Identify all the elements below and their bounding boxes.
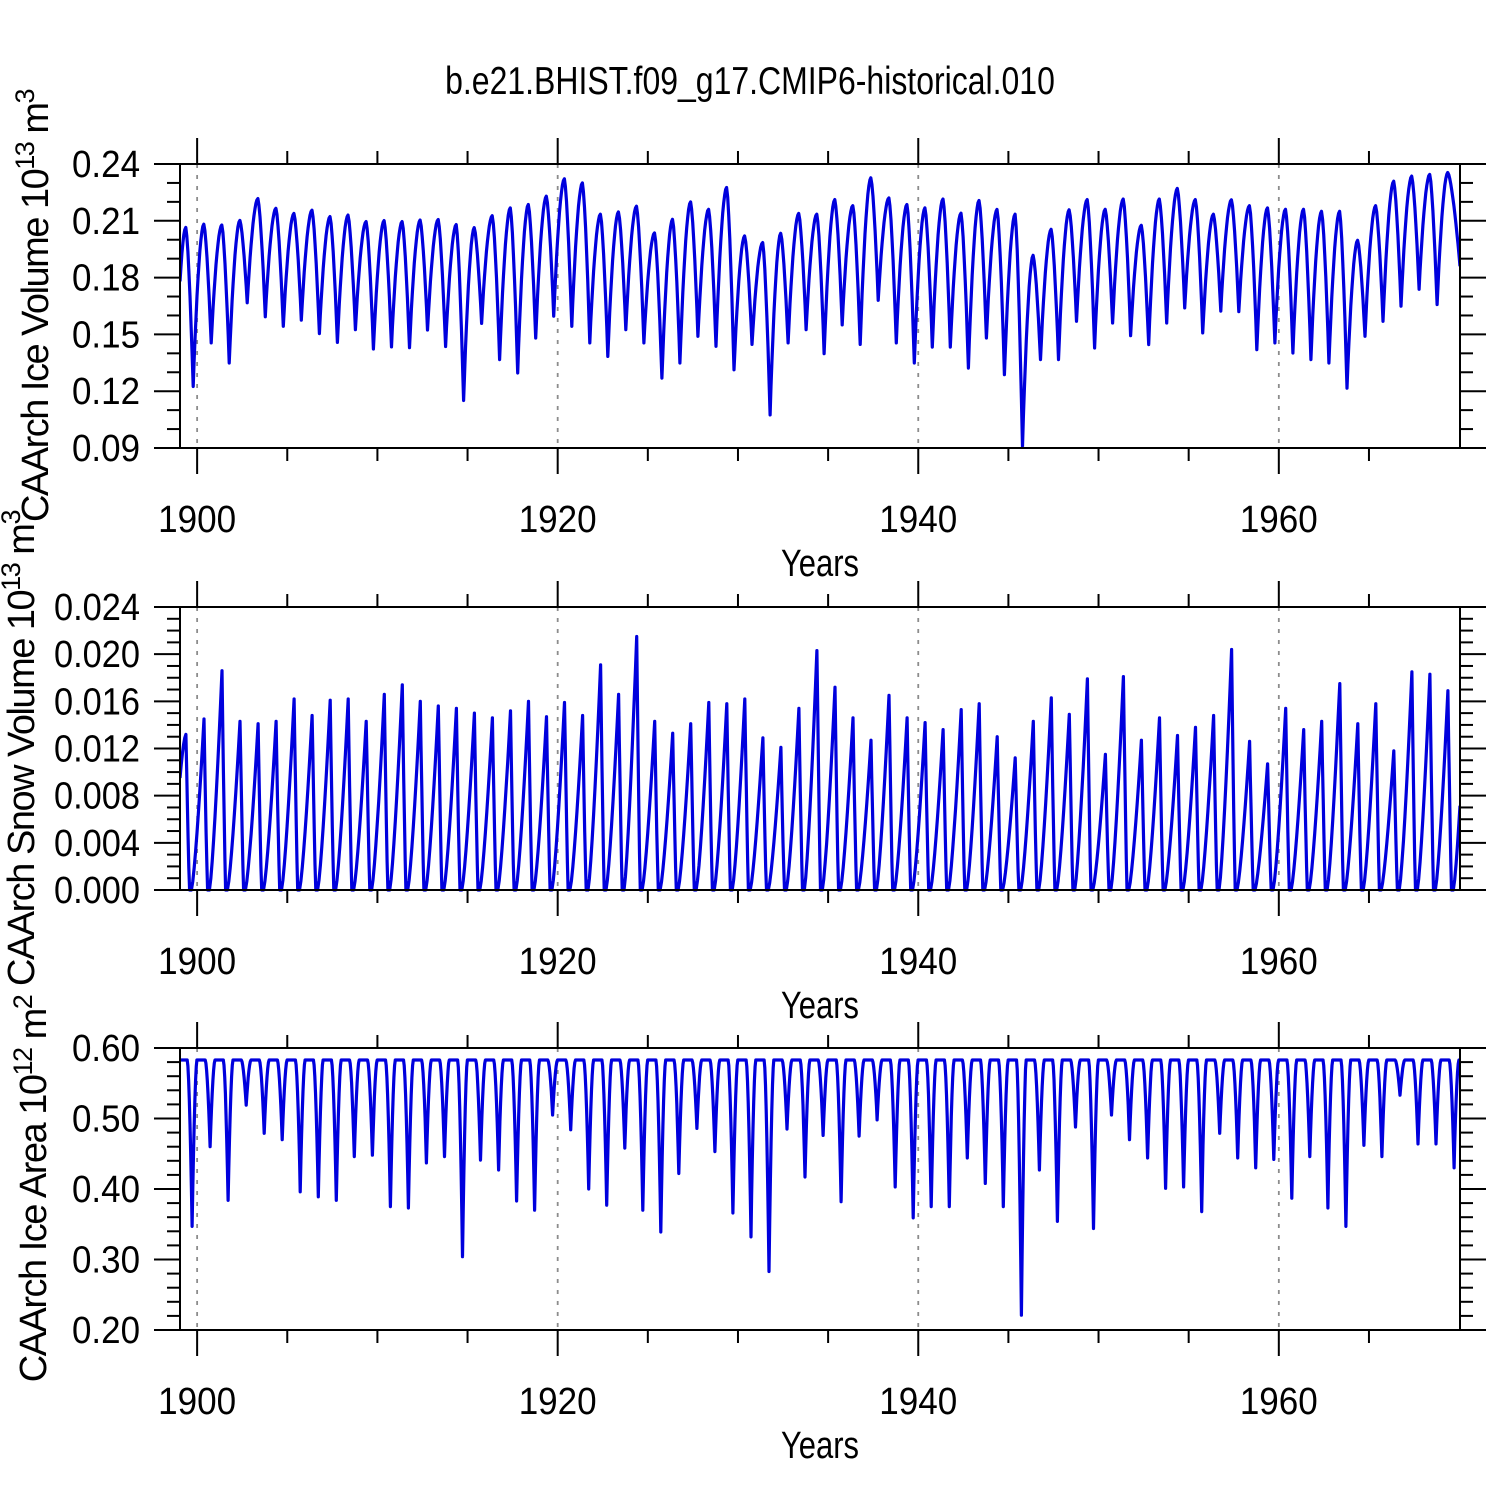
- y-axis-title: CAArch Ice Area 1012 m2: [8, 995, 55, 1382]
- y-axis-title: CAArch Snow Volume 1013 m3: [0, 511, 43, 986]
- x-tick-label: 1940: [879, 1381, 957, 1423]
- x-tick-label: 1900: [158, 499, 236, 541]
- x-tick-labels: 1900 1920 1940 1960: [158, 499, 1318, 541]
- x-tick-label: 1920: [519, 941, 597, 983]
- x-axis-title: Years: [781, 543, 859, 585]
- y-tick-labels: 0.024 0.020 0.016 0.012 0.008 0.004 0.000: [54, 587, 140, 912]
- x-tick-label: 1920: [519, 499, 597, 541]
- panel-ice-volume: 0.24 0.21 0.18 0.15 0.12 0.09 1900 1920 1940 1960…: [10, 89, 1486, 585]
- y-tick-label: 0.20: [72, 1310, 140, 1352]
- ticks: [154, 1022, 1486, 1356]
- y-tick-label: 0.016: [54, 681, 140, 723]
- x-tick-label: 1900: [158, 1381, 236, 1423]
- y-tick-label: 0.000: [54, 870, 140, 912]
- x-tick-labels: 1900 1920 1940 1960: [158, 1381, 1318, 1423]
- gridlines: [196, 607, 1280, 890]
- x-tick-label: 1960: [1240, 1381, 1318, 1423]
- y-tick-label: 0.024: [54, 587, 140, 629]
- y-tick-label: 0.18: [72, 258, 140, 300]
- y-tick-label: 0.30: [72, 1240, 140, 1282]
- y-tick-labels: 0.60 0.50 0.40 0.30 0.20: [72, 1028, 140, 1352]
- y-tick-label: 0.15: [72, 314, 140, 356]
- series-line-snow-volume: [180, 634, 1460, 892]
- series-line-ice-volume: [180, 170, 1460, 449]
- y-tick-label: 0.24: [72, 144, 140, 186]
- y-tick-label: 0.004: [54, 823, 140, 865]
- x-tick-label: 1940: [879, 941, 957, 983]
- y-tick-label: 0.40: [72, 1169, 140, 1211]
- x-tick-label: 1960: [1240, 499, 1318, 541]
- x-tick-label: 1940: [879, 499, 957, 541]
- y-tick-label: 0.09: [72, 428, 140, 470]
- ticks: [154, 138, 1486, 474]
- y-tick-label: 0.12: [72, 371, 140, 413]
- x-axis-title: Years: [781, 985, 859, 1027]
- gridlines: [196, 164, 1280, 448]
- y-tick-label: 0.21: [72, 201, 140, 243]
- gridlines: [196, 1048, 1280, 1330]
- y-tick-labels: 0.24 0.21 0.18 0.15 0.12 0.09: [72, 144, 140, 470]
- chart-title: b.e21.BHIST.f09_g17.CMIP6-historical.010: [445, 60, 1055, 103]
- x-tick-label: 1900: [158, 941, 236, 983]
- y-tick-label: 0.012: [54, 729, 140, 771]
- y-tick-label: 0.008: [54, 776, 140, 818]
- plot-frame: [179, 163, 1461, 449]
- ticks: [154, 581, 1486, 916]
- y-tick-label: 0.020: [54, 634, 140, 676]
- x-tick-label: 1920: [519, 1381, 597, 1423]
- y-tick-label: 0.60: [72, 1028, 140, 1070]
- x-tick-label: 1960: [1240, 941, 1318, 983]
- x-axis-title: Years: [781, 1425, 859, 1467]
- y-axis-title: CAArch Ice Volume 1013 m3: [10, 89, 57, 522]
- x-tick-labels: 1900 1920 1940 1960: [158, 941, 1318, 983]
- series-line-ice-area: [180, 1058, 1460, 1317]
- panel-ice-area: 0.60 0.50 0.40 0.30 0.20 1900 1920 1940 1960 Year…: [8, 995, 1486, 1467]
- y-tick-label: 0.50: [72, 1099, 140, 1141]
